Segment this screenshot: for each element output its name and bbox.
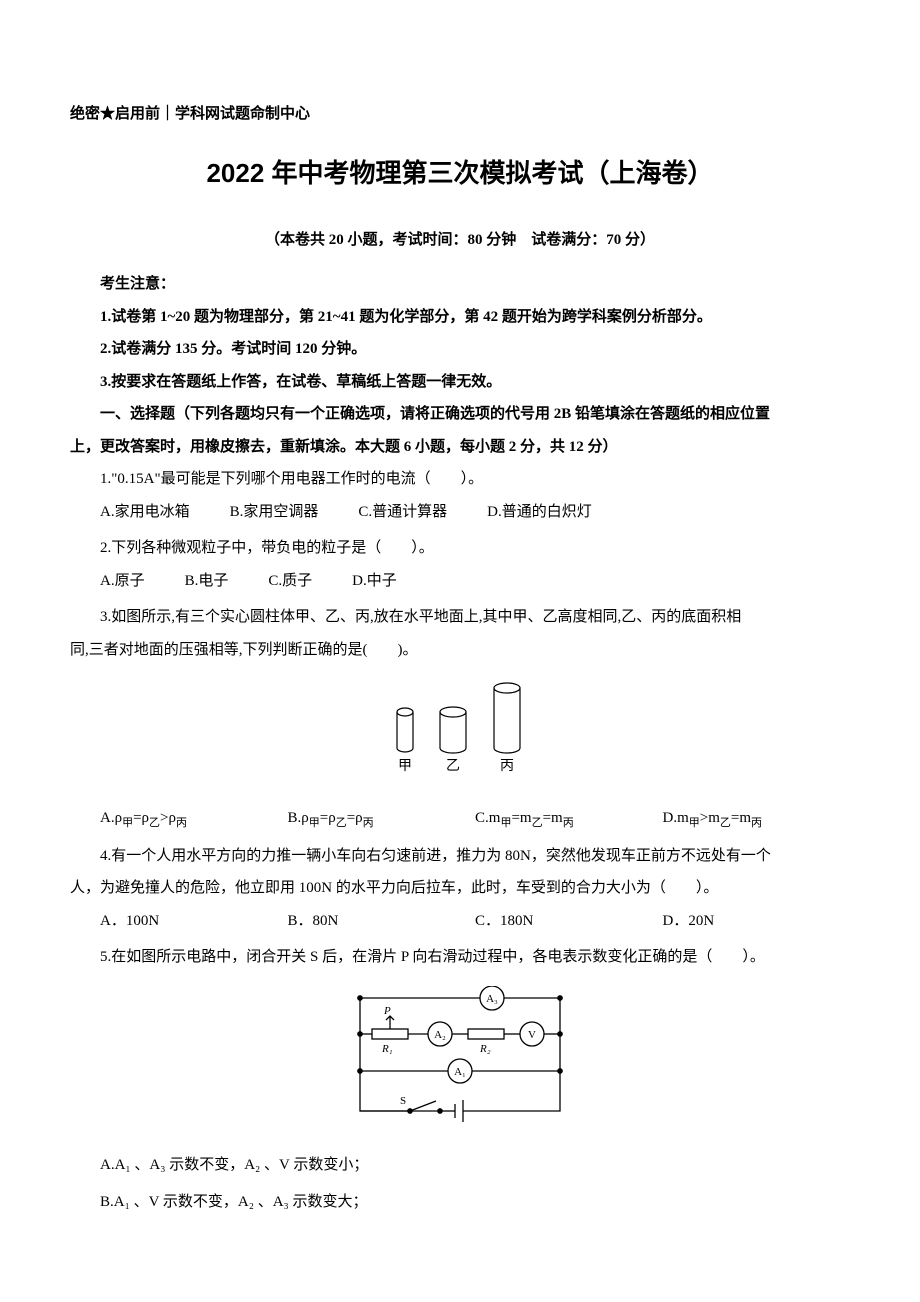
question-4-line1: 4.有一个人用水平方向的力推一辆小车向右匀速前进，推力为 80N，突然他发现车正…	[70, 842, 850, 871]
cylinder-jia: 甲	[397, 708, 413, 774]
cylinder-jia-label: 甲	[398, 759, 412, 774]
resistor-r1-label: R₁	[381, 1043, 393, 1055]
q3-option-c: C.m甲=m乙=m丙	[475, 804, 663, 834]
question-1-options: A.家用电冰箱 B.家用空调器 C.普通计算器 D.普通的白炽灯	[70, 498, 850, 527]
q1-option-b: B.家用空调器	[230, 498, 319, 527]
circuit-diagram: A₃ A₂ V A₁ P R₁ R₂ S	[340, 986, 580, 1126]
q3-option-b: B.ρ甲=ρ乙=ρ丙	[288, 804, 476, 834]
notice-1: 1.试卷第 1~20 题为物理部分，第 21~41 题为化学部分，第 42 题开…	[70, 303, 850, 332]
cylinder-yi-label: 乙	[446, 758, 460, 774]
meter-a2-label: A₂	[434, 1029, 446, 1041]
q1-option-c: C.普通计算器	[358, 498, 447, 527]
q4-option-b: B．80N	[288, 907, 476, 936]
section-1-header-line2: 上，更改答案时，用橡皮擦去，重新填涂。本大题 6 小题，每小题 2 分，共 12…	[70, 433, 850, 462]
question-2-options: A.原子 B.电子 C.质子 D.中子	[70, 567, 850, 596]
q2-option-c: C.质子	[268, 567, 312, 596]
question-3-line2: 同,三者对地面的压强相等,下列判断正确的是( )。	[70, 636, 850, 665]
header-secret-line: 绝密★启用前｜学科网试题命制中心	[70, 100, 850, 129]
cylinder-bing: 丙	[494, 683, 520, 774]
meter-v-label: V	[528, 1029, 536, 1041]
question-4-options: A．100N B．80N C．180N D．20N	[70, 907, 850, 936]
switch-s-label: S	[400, 1095, 406, 1107]
notice-2: 2.试卷满分 135 分。考试时间 120 分钟。	[70, 335, 850, 364]
notice-3: 3.按要求在答题纸上作答，在试卷、草稿纸上答题一律无效。	[70, 368, 850, 397]
cylinders-diagram: 甲 乙 丙	[375, 678, 545, 778]
q2-option-d: D.中子	[352, 567, 397, 596]
meter-a3-label: A₃	[486, 993, 498, 1005]
q4-option-a: A．100N	[100, 907, 288, 936]
section-1-header-line1: 一、选择题（下列各题均只有一个正确选项，请将正确选项的代号用 2B 铅笔填涂在答…	[70, 400, 850, 429]
q1-option-d: D.普通的白炽灯	[487, 498, 592, 527]
notice-label: 考生注意：	[70, 270, 850, 299]
q5-option-a: A.A₁ 、A₃ 示数不变，A₂ 、V 示数变小；	[70, 1151, 850, 1180]
question-5-text: 5.在如图所示电路中，闭合开关 S 后，在滑片 P 向右滑动过程中，各电表示数变…	[70, 943, 850, 972]
question-3-line1: 3.如图所示,有三个实心圆柱体甲、乙、丙,放在水平地面上,其中甲、乙高度相同,乙…	[70, 603, 850, 632]
q4-option-c: C．180N	[475, 907, 663, 936]
cylinder-bing-label: 丙	[500, 759, 514, 774]
q4-option-d: D．20N	[663, 907, 851, 936]
q1-option-a: A.家用电冰箱	[100, 498, 190, 527]
q3-option-a: A.ρ甲=ρ乙>ρ丙	[100, 804, 288, 834]
question-3-options: A.ρ甲=ρ乙>ρ丙 B.ρ甲=ρ乙=ρ丙 C.m甲=m乙=m丙 D.m甲>m乙…	[70, 804, 850, 834]
slider-p-label: P	[383, 1005, 391, 1017]
q3-figure: 甲 乙 丙	[70, 678, 850, 789]
q3-option-d: D.m甲>m乙=m丙	[663, 804, 851, 834]
q2-option-a: A.原子	[100, 567, 145, 596]
q2-option-b: B.电子	[185, 567, 229, 596]
q5-option-b: B.A₁ 、V 示数不变，A₂ 、A₃ 示数变大；	[70, 1188, 850, 1217]
exam-subtitle: （本卷共 20 小题，考试时间：80 分钟 试卷满分：70 分）	[70, 226, 850, 255]
exam-title: 2022 年中考物理第三次模拟考试（上海卷）	[70, 149, 850, 198]
meter-a1-label: A₁	[454, 1066, 466, 1078]
q5-figure: A₃ A₂ V A₁ P R₁ R₂ S	[70, 986, 850, 1137]
question-4-line2: 人，为避免撞人的危险，他立即用 100N 的水平力向后拉车，此时，车受到的合力大…	[70, 874, 850, 903]
question-2-text: 2.下列各种微观粒子中，带负电的粒子是（ ）。	[70, 534, 850, 563]
cylinder-yi: 乙	[440, 707, 466, 774]
resistor-r2-label: R₂	[479, 1043, 491, 1055]
question-1-text: 1."0.15A"最可能是下列哪个用电器工作时的电流（ ）。	[70, 465, 850, 494]
